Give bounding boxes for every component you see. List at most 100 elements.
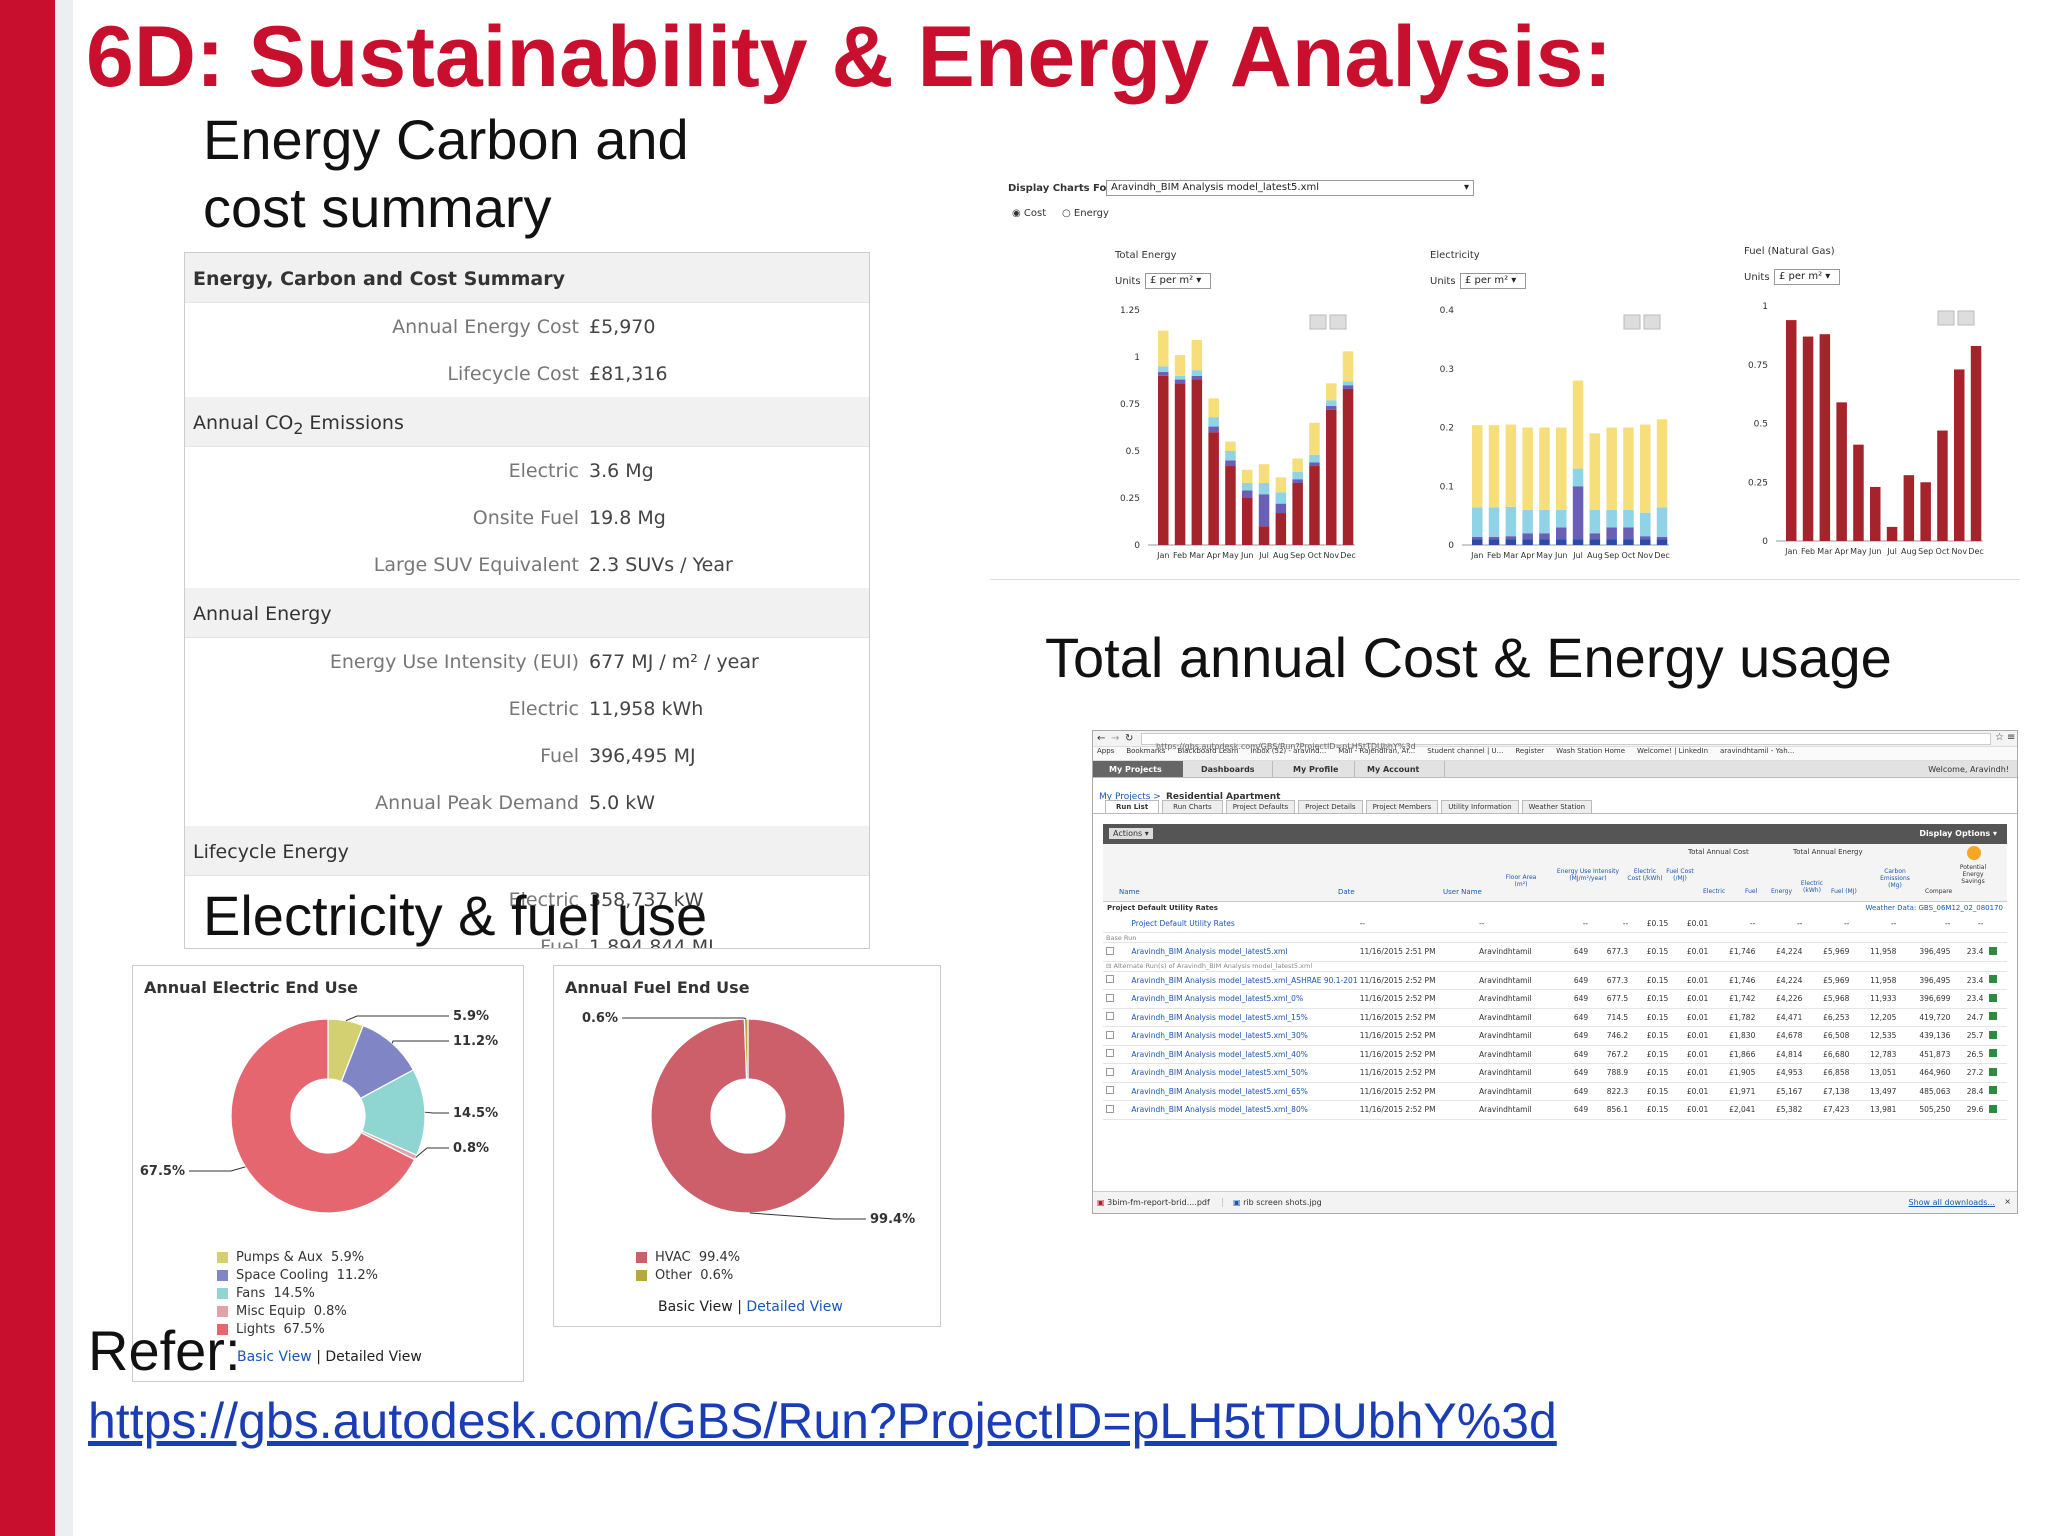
compare-icon[interactable] [1989, 975, 1998, 984]
bookmark-item[interactable]: Mail - Rajendiran, Ar... [1338, 747, 1416, 755]
row-checkbox[interactable] [1106, 1030, 1114, 1039]
tab-run-list[interactable]: Run List [1105, 800, 1160, 813]
tab-project-details[interactable]: Project Details [1298, 800, 1363, 813]
col-eui[interactable]: Energy Use Intensity (MJ/m²/year) [1556, 868, 1620, 882]
row-checkbox[interactable] [1106, 1086, 1114, 1095]
model-select[interactable]: Aravindh_BIM Analysis model_latest5.xml ▾ [1106, 180, 1474, 196]
refer-url-link[interactable]: https://gbs.autodesk.com/GBS/Run?Project… [88, 1393, 1557, 1449]
col-floor-area[interactable]: Floor Area (m²) [1505, 874, 1537, 888]
print-icon[interactable] [1937, 310, 1955, 326]
table-row[interactable]: Aravindh_BIM Analysis model_latest5.xml_… [1103, 989, 2007, 1009]
detailed-view-link[interactable]: Detailed View [325, 1349, 422, 1365]
row-checkbox[interactable] [1106, 1049, 1114, 1058]
units-select[interactable]: £ per m² ▾ [1145, 273, 1211, 289]
star-icon[interactable]: ☆ [1995, 732, 2004, 743]
menu-icon[interactable]: ≡ [2007, 732, 2016, 743]
table-row[interactable]: Project Default Utility Rates -- -- -- -- £0.… [1103, 914, 2007, 933]
units-select[interactable]: £ per m² ▾ [1774, 269, 1840, 285]
col-date[interactable]: Date [1338, 888, 1355, 896]
table-row[interactable]: Aravindh_BIM Analysis model_latest5.xml_… [1103, 1100, 2007, 1120]
col-fuel-cost[interactable]: Fuel Cost (/MJ) [1666, 868, 1694, 882]
table-row[interactable]: Aravindh_BIM Analysis model_latest5.xml_… [1103, 1026, 2007, 1046]
row-checkbox[interactable] [1106, 1012, 1114, 1021]
bookmark-item[interactable]: Student channel | U... [1427, 747, 1504, 755]
nav-my-projects[interactable]: My Projects [1093, 761, 1183, 777]
col-electric-cost[interactable]: Electric Cost (/kWh) [1627, 868, 1663, 882]
col-energy[interactable]: Energy [1771, 888, 1793, 895]
tab-weather-station[interactable]: Weather Station [1521, 800, 1593, 813]
actions-button[interactable]: Actions ▾ [1109, 828, 1153, 839]
col-fuel[interactable]: Fuel [1745, 888, 1758, 895]
breadcrumb-link[interactable]: My Projects > [1099, 792, 1161, 802]
compare-icon[interactable] [1989, 946, 1998, 955]
bookmark-item[interactable]: Register [1515, 747, 1545, 755]
run-name-link[interactable]: Aravindh_BIM Analysis model_latest5.xml_… [1123, 1026, 1357, 1046]
bookmark-item[interactable]: Blackboard Learn [1177, 747, 1239, 755]
compare-icon[interactable] [1989, 1086, 1998, 1095]
display-options-button[interactable]: Display Options ▾ [1919, 829, 1997, 838]
radio-cost[interactable]: ◉ Cost [1012, 208, 1046, 219]
units-select[interactable]: £ per m² ▾ [1460, 273, 1526, 289]
run-name-link[interactable]: Aravindh_BIM Analysis model_latest5.xml_… [1123, 1082, 1357, 1101]
run-name-link[interactable]: Aravindh_BIM Analysis model_latest5.xml_… [1123, 1100, 1357, 1120]
bookmark-item[interactable]: Bookmarks [1126, 747, 1166, 755]
table-row[interactable]: Aravindh_BIM Analysis model_latest5.xml 1… [1103, 942, 2007, 962]
col-electric-kwh[interactable]: Electric (kWh) [1800, 880, 1824, 894]
nav-dashboards[interactable]: Dashboards [1183, 761, 1273, 777]
basic-view-link[interactable]: Basic View [658, 1299, 733, 1315]
run-name-link[interactable]: Aravindh_BIM Analysis model_latest5.xml_… [1123, 1045, 1357, 1064]
col-user[interactable]: User Name [1443, 888, 1482, 896]
run-name-link[interactable]: Aravindh_BIM Analysis model_latest5.xml_… [1123, 971, 1357, 990]
col-name[interactable]: Name [1119, 888, 1140, 896]
weather-data-link[interactable]: Weather Data: GBS_06M12_02_080170 [1865, 904, 2003, 912]
print-icon[interactable] [1623, 314, 1641, 330]
radio-energy[interactable]: ○ Energy [1062, 208, 1109, 219]
col-fuel-mj[interactable]: Fuel (MJ) [1831, 888, 1857, 895]
run-name-link[interactable]: Aravindh_BIM Analysis model_latest5.xml_… [1123, 1008, 1357, 1027]
run-name-link[interactable]: Aravindh_BIM Analysis model_latest5.xml_… [1123, 1063, 1357, 1083]
download-icon[interactable] [1643, 314, 1661, 330]
reload-icon[interactable]: ↻ [1125, 733, 1134, 744]
bookmark-item[interactable]: aravindhtamil - Yah... [1720, 747, 1795, 755]
close-icon[interactable]: × [2004, 1197, 2011, 1206]
row-checkbox[interactable] [1106, 946, 1114, 955]
run-name-link[interactable]: Aravindh_BIM Analysis model_latest5.xml [1123, 942, 1357, 962]
table-row[interactable]: Aravindh_BIM Analysis model_latest5.xml_… [1103, 1045, 2007, 1064]
tab-run-charts[interactable]: Run Charts [1162, 800, 1223, 813]
bookmark-item[interactable]: Apps [1097, 747, 1115, 755]
col-electric[interactable]: Electric [1703, 888, 1726, 895]
col-carbon[interactable]: Carbon Emissions (Mg) [1880, 868, 1910, 889]
row-checkbox[interactable] [1106, 975, 1114, 984]
table-row[interactable]: Aravindh_BIM Analysis model_latest5.xml_… [1103, 971, 2007, 990]
run-name-link[interactable]: Aravindh_BIM Analysis model_latest5.xml_… [1123, 989, 1357, 1009]
download-item[interactable]: ▣ 3bim-fm-report-brid....pdf [1097, 1198, 1223, 1207]
row-checkbox[interactable] [1106, 1067, 1114, 1076]
compare-icon[interactable] [1989, 1104, 1998, 1113]
bookmark-item[interactable]: Welcome! | LinkedIn [1637, 747, 1709, 755]
compare-icon[interactable] [1989, 1067, 1998, 1076]
compare-icon[interactable] [1989, 1030, 1998, 1039]
basic-view-link[interactable]: Basic View [237, 1349, 312, 1365]
nav-my-account[interactable]: My Account [1355, 761, 1445, 777]
compare-icon[interactable] [1989, 1012, 1998, 1021]
table-row[interactable]: Aravindh_BIM Analysis model_latest5.xml_… [1103, 1063, 2007, 1083]
detailed-view-link[interactable]: Detailed View [746, 1299, 843, 1315]
tab-project-members[interactable]: Project Members [1365, 800, 1439, 813]
compare-icon[interactable] [1989, 1049, 1998, 1058]
row-checkbox[interactable] [1106, 1104, 1114, 1113]
download-icon[interactable] [1329, 314, 1347, 330]
table-row[interactable]: Aravindh_BIM Analysis model_latest5.xml_… [1103, 1082, 2007, 1101]
nav-my-profile[interactable]: My Profile [1273, 761, 1355, 777]
bookmark-item[interactable]: Wash Station Home [1556, 747, 1626, 755]
back-icon[interactable]: ← [1097, 733, 1106, 744]
tab-utility-information[interactable]: Utility Information [1441, 800, 1519, 813]
download-item[interactable]: ▣ rib screen shots.jpg [1233, 1198, 1322, 1207]
compare-icon[interactable] [1989, 993, 1998, 1002]
tab-project-defaults[interactable]: Project Defaults [1225, 800, 1296, 813]
print-icon[interactable] [1309, 314, 1327, 330]
bookmark-item[interactable]: Inbox (52) - aravind... [1250, 747, 1327, 755]
run-name-link[interactable]: Project Default Utility Rates [1123, 914, 1357, 933]
forward-icon[interactable]: → [1111, 733, 1120, 744]
show-all-downloads-link[interactable]: Show all downloads... [1908, 1198, 1996, 1207]
download-icon[interactable] [1957, 310, 1975, 326]
